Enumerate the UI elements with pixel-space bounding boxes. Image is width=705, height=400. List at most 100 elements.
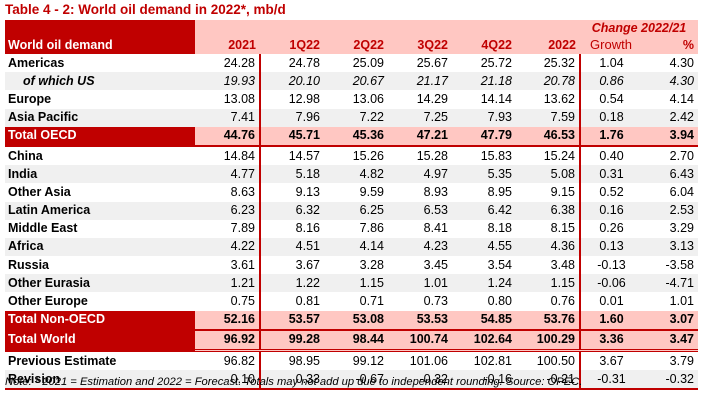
cell-value: 3.67 bbox=[599, 353, 624, 368]
cell-value: 4.77 bbox=[195, 165, 261, 184]
table-note: Note: * 2021 = Estimation and 2022 = For… bbox=[5, 376, 583, 388]
cell-value: 15.24 bbox=[516, 145, 581, 166]
cell-value: 9.15 bbox=[516, 183, 581, 202]
table-row: Total World 96.92 99.28 98.44 100.74 102.64 10… bbox=[5, 329, 698, 352]
cell-value: 4.82 bbox=[324, 165, 388, 184]
cell-value: 1.21 bbox=[195, 274, 261, 293]
cell-value: 21.18 bbox=[452, 72, 516, 91]
header-row: World oil demand 2021 1Q22 2Q22 3Q22 4Q2… bbox=[5, 36, 698, 54]
cell-value: 5.35 bbox=[452, 165, 516, 184]
table-row: Other Europe 0.75 0.81 0.71 0.73 0.80 0.76 0.01… bbox=[5, 292, 698, 311]
cell-value: 3.79 bbox=[669, 353, 694, 368]
change-group-header: Change 2022/21 bbox=[580, 20, 698, 36]
cell-value: 13.62 bbox=[516, 90, 581, 109]
cell-value: 53.08 bbox=[324, 310, 388, 331]
table-row: China 14.84 14.57 15.26 15.28 15.83 15.24 0.40 2… bbox=[5, 145, 698, 166]
cell-value: 4.55 bbox=[452, 237, 516, 257]
table-row: Middle East 7.89 8.16 7.86 8.41 8.18 8.15 0.26 3… bbox=[5, 219, 698, 238]
cell-value: 1.15 bbox=[324, 274, 388, 293]
header-band bbox=[5, 20, 195, 36]
row-label: Other Eurasia bbox=[5, 274, 195, 293]
cell-value: 13.08 bbox=[195, 90, 261, 109]
cell-value: 3.13 bbox=[642, 237, 698, 257]
cell-value: 3.36 bbox=[580, 329, 642, 352]
table-row: Africa 4.22 4.51 4.14 4.23 4.55 4.36 0.13 3.13 bbox=[5, 237, 698, 257]
row-label: Previous Estimate bbox=[8, 353, 117, 368]
cell-value: 100.29 bbox=[516, 329, 581, 352]
cell-value: 0.52 bbox=[599, 184, 624, 199]
table-row: of which US 19.93 20.10 20.67 21.17 21.18 20.7… bbox=[5, 72, 698, 91]
cell-value: 99.28 bbox=[260, 329, 324, 352]
row-label: Middle East bbox=[8, 221, 78, 236]
cell-value: 96.92 bbox=[195, 329, 261, 352]
cell-value: 20.10 bbox=[260, 72, 324, 91]
cell-value: 14.57 bbox=[288, 148, 320, 163]
cell-value: 3.07 bbox=[642, 310, 698, 331]
cell-value: 0.33 bbox=[260, 370, 324, 391]
row-label: Other Europe bbox=[8, 294, 88, 309]
cell-value: 0.75 bbox=[195, 292, 261, 311]
cell-value: -0.32 bbox=[642, 370, 698, 391]
table-row: Asia Pacific 7.41 7.96 7.22 7.25 7.93 7.59 0.18… bbox=[5, 108, 698, 127]
cell-value: 6.23 bbox=[195, 201, 261, 220]
cell-value: 15.26 bbox=[352, 148, 384, 163]
col-header: Growth bbox=[580, 36, 642, 54]
cell-value: 9.59 bbox=[359, 184, 384, 199]
row-label: Africa bbox=[5, 237, 195, 257]
cell-value: 0.73 bbox=[423, 294, 448, 309]
row-label: Revision bbox=[5, 370, 195, 391]
col-header: 2021 bbox=[195, 36, 260, 54]
row-label: Europe bbox=[8, 91, 52, 106]
cell-value: 3.94 bbox=[642, 126, 698, 147]
table-row: Other Eurasia 1.21 1.22 1.15 1.01 1.24 1.15 -0.… bbox=[5, 274, 698, 293]
cell-value: 4.51 bbox=[260, 237, 324, 257]
cell-value: 7.59 bbox=[516, 108, 581, 127]
row-label: of which US bbox=[5, 72, 195, 91]
cell-value: 21.17 bbox=[388, 72, 452, 91]
cell-value: 0.76 bbox=[516, 292, 581, 311]
cell-value: 4.14 bbox=[324, 237, 388, 257]
cell-value: 1.01 bbox=[669, 294, 694, 309]
table-row: Europe 13.08 12.98 13.06 14.29 14.14 13.62 0.54… bbox=[5, 90, 698, 109]
cell-value: 3.47 bbox=[642, 329, 698, 352]
cell-value: 0.13 bbox=[580, 237, 642, 257]
cell-value: 98.95 bbox=[288, 353, 320, 368]
cell-value: 102.81 bbox=[473, 353, 512, 368]
cell-value: 8.18 bbox=[487, 221, 512, 236]
cell-value: 25.72 bbox=[480, 55, 512, 70]
cell-value: 100.74 bbox=[388, 329, 452, 352]
cell-value: 100.50 bbox=[516, 350, 581, 371]
cell-value: 0.80 bbox=[487, 294, 512, 309]
col-header: 1Q22 bbox=[260, 36, 324, 54]
cell-value: 19.93 bbox=[195, 72, 261, 91]
cell-value: 2.42 bbox=[642, 108, 698, 127]
cell-value: 6.38 bbox=[516, 201, 581, 220]
cell-value: 12.98 bbox=[288, 91, 320, 106]
cell-value: 1.15 bbox=[516, 274, 581, 293]
cell-value: -0.06 bbox=[580, 274, 642, 293]
table-row: Total Non-OECD 52.16 53.57 53.08 53.53 54.85 5… bbox=[5, 310, 698, 331]
row-label: India bbox=[5, 165, 195, 184]
table-row: India 4.77 5.18 4.82 4.97 5.35 5.08 0.31 6.43 bbox=[5, 165, 698, 184]
cell-value: 6.53 bbox=[388, 201, 452, 220]
cell-value: -0.31 bbox=[580, 370, 642, 391]
table-title: Table 4 - 2: World oil demand in 2022*, … bbox=[5, 2, 286, 17]
cell-value: 15.28 bbox=[416, 148, 448, 163]
cell-value: 52.16 bbox=[195, 310, 261, 331]
cell-value: 0.86 bbox=[580, 72, 642, 91]
row-label: Russia bbox=[8, 257, 49, 272]
cell-value: 6.43 bbox=[642, 165, 698, 184]
cell-value: 8.15 bbox=[516, 219, 581, 238]
row-label: Total Non-OECD bbox=[5, 310, 195, 331]
cell-value: 2.53 bbox=[642, 201, 698, 220]
cell-value: 102.64 bbox=[452, 329, 516, 352]
cell-value: 5.08 bbox=[516, 165, 581, 184]
cell-value: 44.76 bbox=[195, 126, 261, 147]
cell-value: 7.89 bbox=[195, 219, 261, 238]
cell-value: 6.32 bbox=[260, 201, 324, 220]
table-row: Previous Estimate 96.82 98.95 99.12 101.06 10… bbox=[5, 350, 698, 371]
cell-value: 53.76 bbox=[516, 310, 581, 331]
cell-value: 98.44 bbox=[324, 329, 388, 352]
cell-value: -4.71 bbox=[642, 274, 698, 293]
cell-value: 6.42 bbox=[452, 201, 516, 220]
